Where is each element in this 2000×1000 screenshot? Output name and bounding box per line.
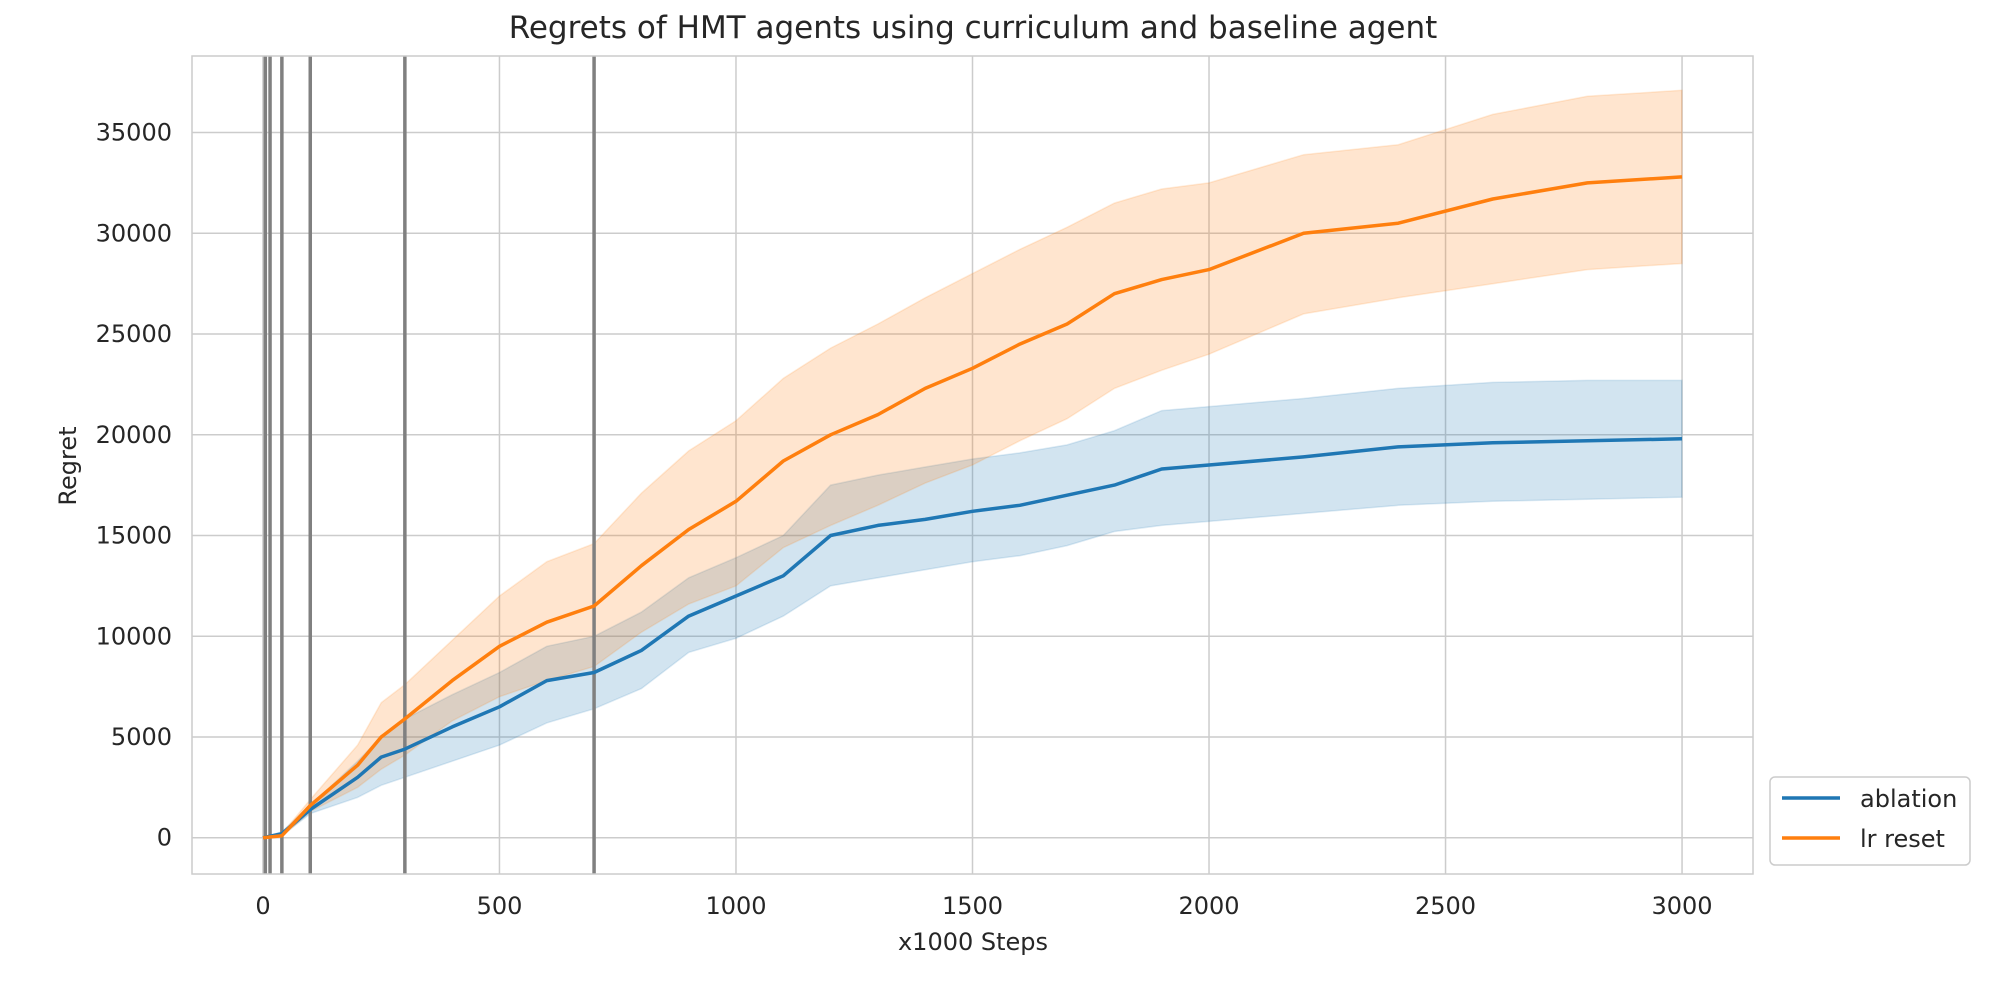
- y-tick-label: 10000: [96, 622, 172, 650]
- legend-label-ablation: ablation: [1860, 785, 1957, 813]
- series-line-lr-reset: [262, 175, 1683, 840]
- x-axis-label: x1000 Steps: [898, 928, 1048, 956]
- x-tick-label: 0: [255, 892, 270, 920]
- y-tick-label: 15000: [96, 522, 172, 550]
- series-line-ablation: [262, 437, 1683, 840]
- x-tick-label: 3000: [1652, 892, 1713, 920]
- y-axis-label: Regret: [54, 426, 82, 505]
- x-tick-label: 500: [477, 892, 523, 920]
- curriculum-lines: [263, 56, 596, 874]
- x-tick-label: 1500: [942, 892, 1003, 920]
- y-tick-label: 35000: [96, 119, 172, 147]
- plot-frame: [191, 55, 1754, 875]
- x-tick-label: 2000: [1178, 892, 1239, 920]
- chart-title: Regrets of HMT agents using curriculum a…: [509, 10, 1438, 46]
- series-lines: [262, 175, 1683, 840]
- y-tick-label: 25000: [96, 320, 172, 348]
- y-tick-label: 5000: [111, 723, 172, 751]
- y-tick-label: 0: [157, 824, 172, 852]
- y-tick-label: 30000: [96, 219, 172, 247]
- grid: [192, 56, 1753, 874]
- y-tick-label: 20000: [96, 421, 172, 449]
- x-tick-label: 1000: [705, 892, 766, 920]
- x-tick-label: 2500: [1415, 892, 1476, 920]
- legend: ablation lr reset: [1769, 776, 1971, 866]
- tick-labels: 0 500 1000 1500 2000 2500 30000500010000150002…: [96, 119, 1713, 920]
- legend-label-lr-reset: lr reset: [1860, 825, 1945, 853]
